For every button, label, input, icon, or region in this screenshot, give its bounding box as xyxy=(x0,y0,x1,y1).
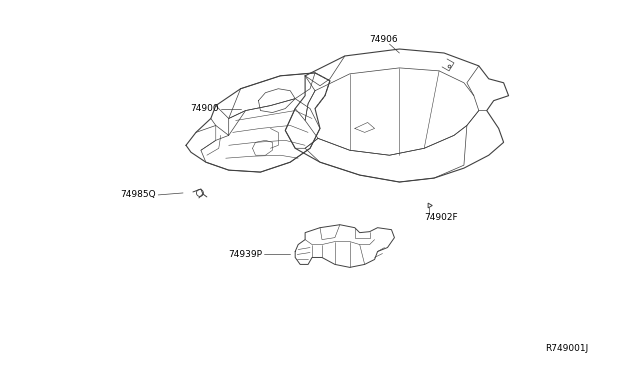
Text: 74902F: 74902F xyxy=(424,213,458,222)
Text: 74985Q: 74985Q xyxy=(120,190,156,199)
Text: 74900: 74900 xyxy=(190,104,219,113)
Text: R749001J: R749001J xyxy=(545,344,588,353)
Text: 74906: 74906 xyxy=(370,35,398,44)
Text: 74939P: 74939P xyxy=(228,250,262,259)
